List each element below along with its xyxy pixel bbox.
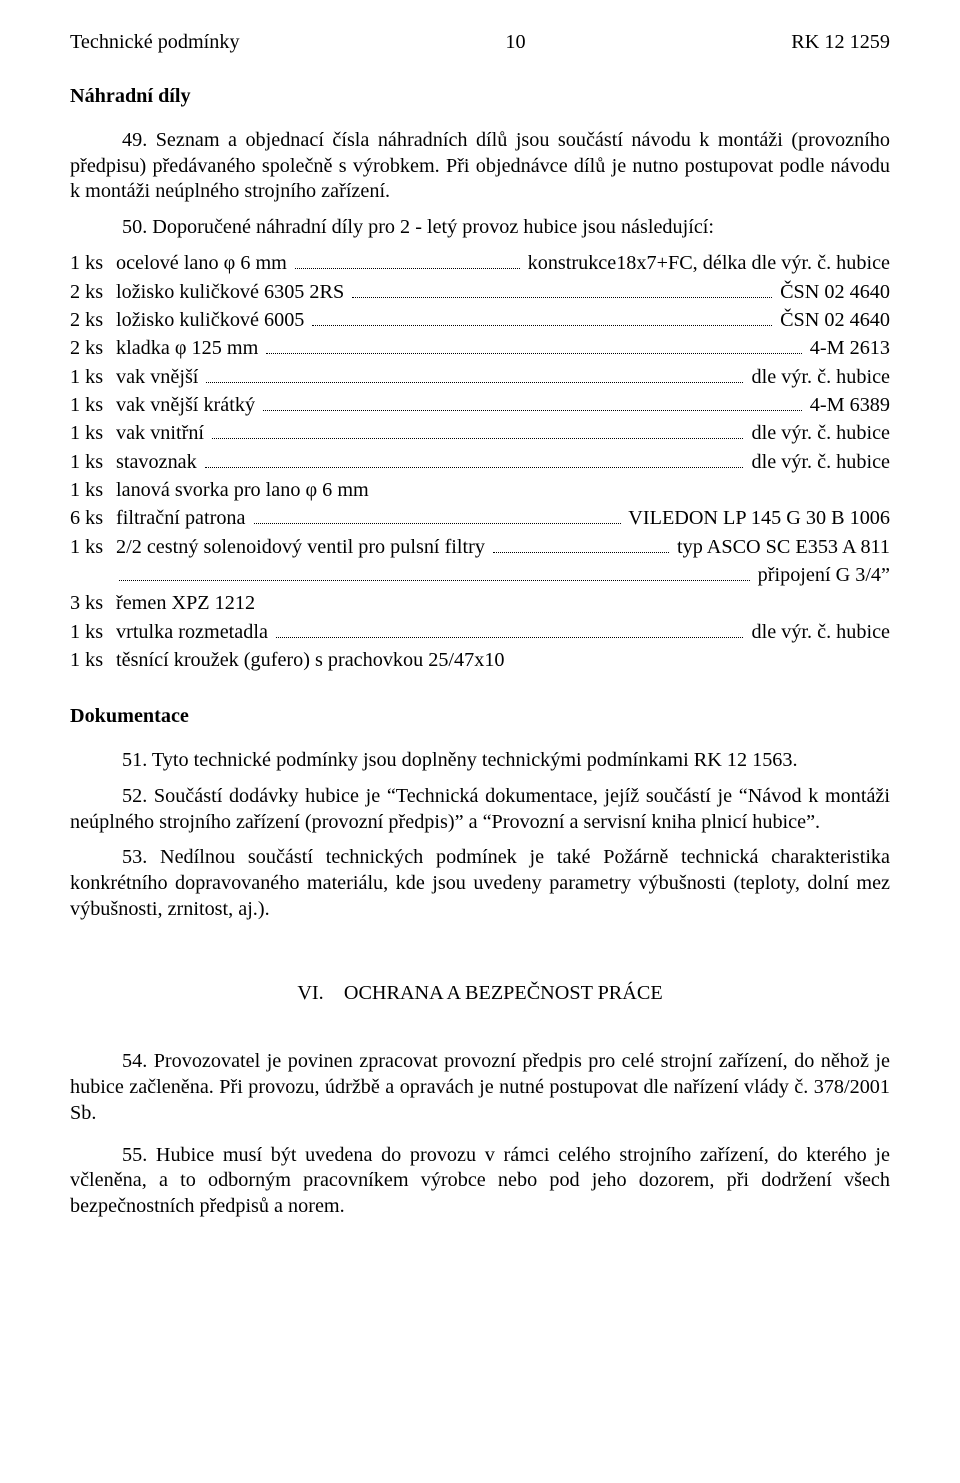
item-desc: stavoznak [116, 450, 202, 476]
header-left: Technické podmínky [70, 30, 240, 56]
item-desc: vak vnější krátký [116, 393, 260, 419]
item-desc: těsnící kroužek (gufero) s prachovkou 25… [116, 648, 510, 674]
list-item: 1 ksstavoznak dle výr. č. hubice [70, 450, 890, 476]
paragraph-53: 53. Nedílnou součástí technických podmín… [70, 845, 890, 923]
list-item: 3 ksřemen XPZ 1212 [70, 591, 890, 617]
item-desc: filtrační patrona [116, 506, 251, 532]
list-item: 1 ksvrtulka rozmetadla dle výr. č. hubic… [70, 620, 890, 646]
item-value: 4-M 6389 [805, 393, 890, 419]
list-item: 1 ksvak vnitřní dle výr. č. hubice [70, 421, 890, 447]
header-right: RK 12 1259 [791, 30, 890, 56]
item-desc: vak vnitřní [116, 421, 209, 447]
dot-leader [205, 467, 744, 468]
chapter-heading: VI. OCHRANA A BEZPEČNOST PRÁCE [70, 981, 890, 1007]
list-item: 1 ksocelové lano φ 6 mm konstrukce18x7+F… [70, 251, 890, 277]
dot-leader [266, 353, 801, 354]
item-value: typ ASCO SC E353 A 811 [672, 535, 890, 561]
item-value: ČSN 02 4640 [775, 280, 890, 306]
item-qty: 1 ks [70, 393, 116, 419]
item-qty: 6 ks [70, 506, 116, 532]
page-header: Technické podmínky 10 RK 12 1259 [70, 30, 890, 56]
item-qty: 2 ks [70, 280, 116, 306]
list-item: 1 ks2/2 cestný solenoidový ventil pro pu… [70, 535, 890, 561]
dot-leader [352, 297, 772, 298]
dot-leader [263, 410, 802, 411]
item-qty: 1 ks [70, 535, 116, 561]
dot-leader [212, 438, 743, 439]
item-value: připojení G 3/4” [753, 563, 890, 589]
dot-leader [312, 325, 772, 326]
item-value: ČSN 02 4640 [775, 308, 890, 334]
paragraph-55: 55. Hubice musí být uvedena do provozu v… [70, 1143, 890, 1221]
chapter-number: VI. [297, 982, 323, 1004]
item-value: dle výr. č. hubice [746, 450, 890, 476]
paragraph-50: 50. Doporučené náhradní díly pro 2 - let… [70, 215, 890, 241]
item-desc: ložisko kuličkové 6005 [116, 308, 309, 334]
paragraph-54: 54. Provozovatel je povinen zpracovat pr… [70, 1049, 890, 1127]
item-qty: 2 ks [70, 336, 116, 362]
chapter-title: OCHRANA A BEZPEČNOST PRÁCE [344, 982, 663, 1004]
item-value: konstrukce18x7+FC, délka dle výr. č. hub… [523, 251, 890, 277]
item-qty: 1 ks [70, 365, 116, 391]
list-item: 1 ksvak vnější dle výr. č. hubice [70, 365, 890, 391]
item-qty: 1 ks [70, 620, 116, 646]
item-qty: 1 ks [70, 421, 116, 447]
dot-leader [493, 552, 669, 553]
list-item: 2 ksložisko kuličkové 6305 2RS ČSN 02 46… [70, 280, 890, 306]
list-item-continuation: připojení G 3/4” [70, 563, 890, 589]
item-qty: 3 ks [70, 591, 116, 617]
list-item: 1 kslanová svorka pro lano φ 6 mm [70, 478, 890, 504]
item-desc: 2/2 cestný solenoidový ventil pro pulsní… [116, 535, 490, 561]
item-desc: ložisko kuličkové 6305 2RS [116, 280, 349, 306]
item-value: dle výr. č. hubice [746, 365, 890, 391]
dot-leader [295, 268, 520, 269]
item-desc: řemen XPZ 1212 [116, 591, 260, 617]
section-title-documentation: Dokumentace [70, 704, 890, 730]
list-item: 1 kstěsnící kroužek (gufero) s prachovko… [70, 648, 890, 674]
list-item: 6 ksfiltrační patrona VILEDON LP 145 G 3… [70, 506, 890, 532]
list-item: 1 ksvak vnější krátký 4-M 6389 [70, 393, 890, 419]
item-value: VILEDON LP 145 G 30 B 1006 [624, 506, 890, 532]
dot-leader [254, 523, 621, 524]
paragraph-51: 51. Tyto technické podmínky jsou doplněn… [70, 748, 890, 774]
item-desc: ocelové lano φ 6 mm [116, 251, 292, 277]
dot-leader [206, 382, 743, 383]
section-title-spare-parts: Náhradní díly [70, 84, 890, 110]
item-desc: vrtulka rozmetadla [116, 620, 273, 646]
item-qty: 1 ks [70, 648, 116, 674]
list-item: 2 ksložisko kuličkové 6005 ČSN 02 4640 [70, 308, 890, 334]
dot-leader [119, 580, 750, 581]
item-qty: 1 ks [70, 450, 116, 476]
dot-leader [276, 637, 744, 638]
list-item: 2 kskladka φ 125 mm 4-M 2613 [70, 336, 890, 362]
item-value: dle výr. č. hubice [746, 620, 890, 646]
item-qty: 1 ks [70, 251, 116, 277]
item-qty: 1 ks [70, 478, 116, 504]
item-qty: 2 ks [70, 308, 116, 334]
item-desc: kladka φ 125 mm [116, 336, 263, 362]
paragraph-49: 49. Seznam a objednací čísla náhradních … [70, 128, 890, 206]
item-value: 4-M 2613 [805, 336, 890, 362]
item-desc: vak vnější [116, 365, 203, 391]
header-page-number: 10 [505, 30, 525, 56]
paragraph-52: 52. Součástí dodávky hubice je “Technick… [70, 784, 890, 836]
spare-parts-list: 1 ksocelové lano φ 6 mm konstrukce18x7+F… [70, 251, 890, 674]
item-desc: lanová svorka pro lano φ 6 mm [116, 478, 374, 504]
item-value: dle výr. č. hubice [746, 421, 890, 447]
